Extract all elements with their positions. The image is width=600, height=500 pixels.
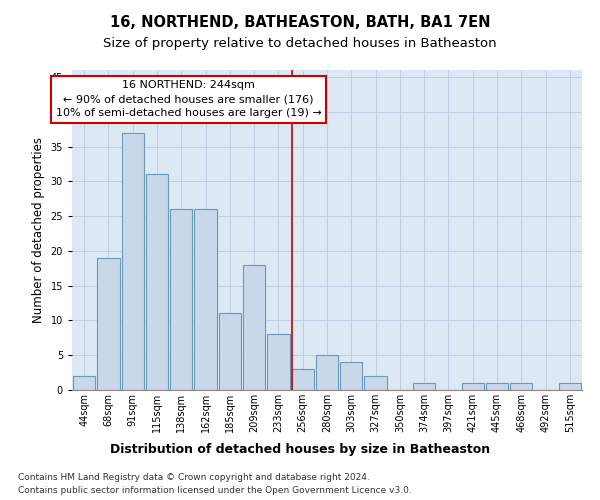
Bar: [364, 376, 387, 390]
Bar: [510, 383, 532, 390]
Bar: [340, 362, 362, 390]
Bar: [146, 174, 168, 390]
Y-axis label: Number of detached properties: Number of detached properties: [32, 137, 45, 323]
Bar: [218, 314, 241, 390]
Text: 16 NORTHEND: 244sqm
← 90% of detached houses are smaller (176)
10% of semi-detac: 16 NORTHEND: 244sqm ← 90% of detached ho…: [56, 80, 322, 118]
Bar: [461, 383, 484, 390]
Text: Contains HM Land Registry data © Crown copyright and database right 2024.: Contains HM Land Registry data © Crown c…: [18, 472, 370, 482]
Bar: [292, 369, 314, 390]
Text: Contains public sector information licensed under the Open Government Licence v3: Contains public sector information licen…: [18, 486, 412, 495]
Bar: [170, 209, 193, 390]
Bar: [97, 258, 119, 390]
Text: 16, NORTHEND, BATHEASTON, BATH, BA1 7EN: 16, NORTHEND, BATHEASTON, BATH, BA1 7EN: [110, 15, 490, 30]
Bar: [73, 376, 95, 390]
Text: Size of property relative to detached houses in Batheaston: Size of property relative to detached ho…: [103, 38, 497, 51]
Bar: [267, 334, 290, 390]
Bar: [122, 132, 144, 390]
Bar: [243, 265, 265, 390]
Bar: [194, 209, 217, 390]
Bar: [559, 383, 581, 390]
Bar: [316, 355, 338, 390]
Bar: [486, 383, 508, 390]
Bar: [413, 383, 436, 390]
Text: Distribution of detached houses by size in Batheaston: Distribution of detached houses by size …: [110, 442, 490, 456]
